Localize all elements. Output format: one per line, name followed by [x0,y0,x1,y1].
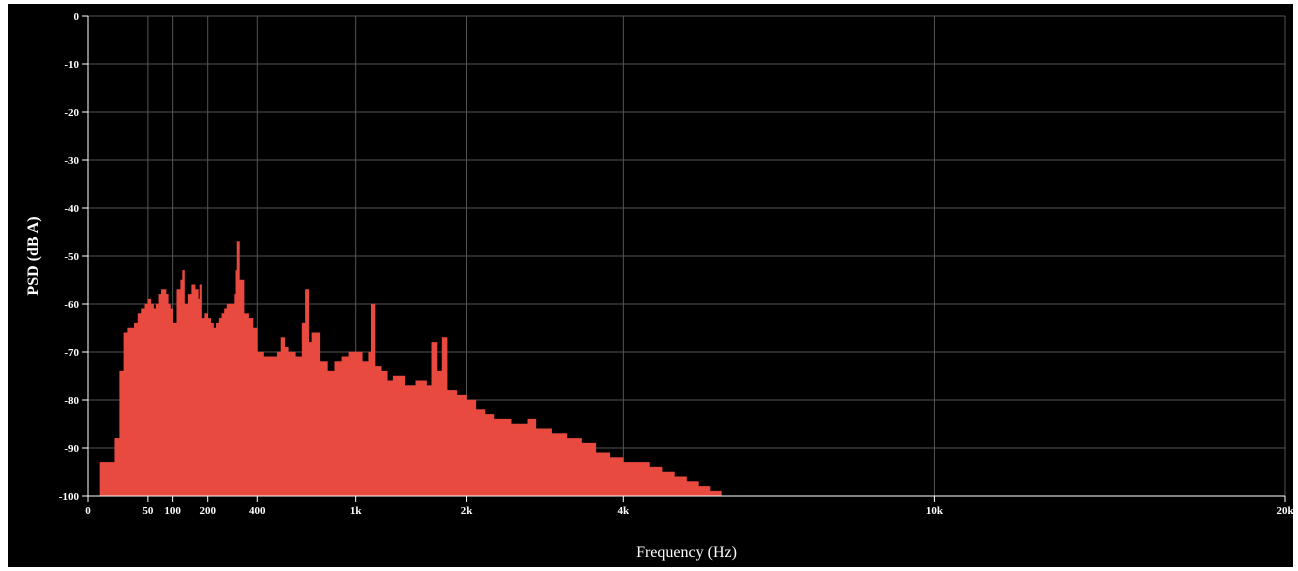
psd-spectrum-area [88,241,1285,497]
x-tick-label: 0 [85,505,91,517]
x-tick-label: 2k [461,505,474,517]
y-tick-label: -100 [59,491,80,503]
y-tick-label: -10 [64,59,79,71]
y-tick-label: -50 [64,251,79,263]
y-tick-label: -90 [64,443,79,455]
y-tick-label: -40 [64,203,79,215]
x-tick-label: 400 [249,505,266,517]
y-tick-label: -20 [64,107,79,119]
x-tick-label: 200 [199,505,216,517]
x-tick-label: 1k [350,505,363,517]
y-axis-ticks: 0 -10 -20 -30 -40 -50 -60 -70 -80 -90 -100 [59,11,88,503]
x-tick-label: 4k [618,505,631,517]
x-tick-label: 100 [164,505,181,517]
y-tick-label: -60 [64,299,79,311]
y-tick-label: -80 [64,395,79,407]
x-tick-label: 50 [142,505,154,517]
x-axis-title: Frequency (Hz) [636,544,737,561]
y-tick-label: -30 [64,155,79,167]
y-tick-label: 0 [74,11,80,23]
x-axis-ticks: 0 50 100 200 400 1k 2k 4k 10k 20k [85,496,1294,517]
x-tick-label: 10k [926,505,944,517]
y-tick-label: -70 [64,347,79,359]
x-tick-label: 20k [1276,505,1294,517]
y-axis-title: PSD (dB A) [25,216,42,295]
